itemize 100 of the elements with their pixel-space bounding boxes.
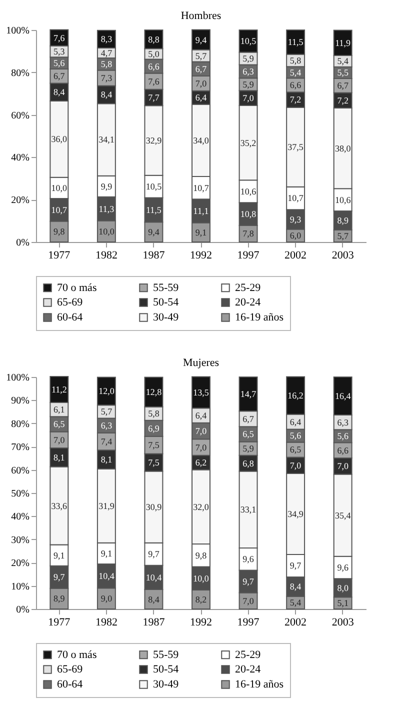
data-label: 37,5 bbox=[288, 142, 304, 152]
data-label: 8,2 bbox=[195, 594, 207, 604]
data-label: 5,6 bbox=[54, 58, 66, 68]
y-tick-label: 30% bbox=[11, 534, 30, 546]
x-tick-label: 1992 bbox=[190, 616, 212, 628]
data-label: 5,8 bbox=[100, 59, 113, 70]
data-label: 6,6 bbox=[148, 61, 160, 72]
data-label: 9,1 bbox=[54, 550, 65, 560]
data-label: 33,1 bbox=[240, 504, 256, 515]
y-tick-label: 80% bbox=[11, 68, 30, 79]
y-tick-label: 100% bbox=[6, 26, 30, 36]
x-tick-label: 1997 bbox=[237, 250, 260, 262]
data-label: 8,4 bbox=[100, 90, 113, 100]
data-label: 7,6 bbox=[54, 32, 66, 43]
y-tick-label: 50% bbox=[11, 488, 30, 500]
y-tick-label: 0% bbox=[16, 238, 30, 248]
data-label: 7,7 bbox=[148, 92, 160, 103]
y-tick-label: 80% bbox=[11, 418, 30, 430]
data-label: 4,7 bbox=[100, 48, 113, 58]
data-label: 5,3 bbox=[54, 46, 66, 57]
data-label: 38,0 bbox=[334, 143, 352, 154]
data-label: 7,0 bbox=[242, 596, 254, 606]
data-label: 6,8 bbox=[242, 458, 254, 468]
data-label: 6,3 bbox=[337, 417, 349, 428]
legend-label: 30-49 bbox=[153, 678, 180, 690]
data-label: 34,9 bbox=[288, 508, 304, 519]
y-tick-label: 90% bbox=[11, 396, 30, 407]
legend-label: 16-19 años bbox=[235, 312, 284, 324]
x-tick-label: 1977 bbox=[48, 616, 71, 628]
data-label: 35,4 bbox=[334, 510, 352, 520]
data-label: 7,3 bbox=[100, 73, 113, 84]
data-label: 6,9 bbox=[148, 423, 160, 434]
data-label: 13,5 bbox=[193, 387, 210, 398]
data-label: 33,6 bbox=[51, 500, 68, 511]
x-tick-label: 1992 bbox=[190, 250, 212, 262]
data-label: 5,5 bbox=[337, 68, 349, 78]
legend-label: 20-24 bbox=[235, 296, 262, 308]
data-label: 30,9 bbox=[146, 502, 162, 512]
data-label: 10,7 bbox=[193, 182, 210, 193]
legend-label: 50-54 bbox=[153, 664, 180, 676]
data-label: 9,6 bbox=[337, 562, 349, 572]
y-tick-label: 10% bbox=[11, 581, 30, 592]
data-label: 5,1 bbox=[337, 598, 348, 608]
x-tick-label: 2002 bbox=[284, 616, 307, 628]
data-label: 10,4 bbox=[98, 571, 115, 582]
x-tick-label: 1982 bbox=[95, 616, 118, 628]
x-tick-label: 1987 bbox=[142, 250, 166, 262]
y-tick-label: 0% bbox=[16, 604, 30, 616]
data-label: 12,0 bbox=[98, 386, 115, 396]
data-label: 9,4 bbox=[195, 34, 208, 45]
data-label: 9,8 bbox=[54, 226, 66, 237]
data-label: 10,5 bbox=[146, 182, 162, 192]
data-label: 8,0 bbox=[337, 582, 349, 593]
data-label: 8,4 bbox=[54, 87, 66, 98]
data-label: 5,0 bbox=[148, 48, 160, 59]
data-label: 9,7 bbox=[290, 560, 302, 571]
x-tick-label: 1982 bbox=[95, 250, 118, 262]
data-label: 8,4 bbox=[148, 594, 160, 604]
legend-label: 55-59 bbox=[153, 282, 180, 294]
data-label: 10,8 bbox=[240, 209, 257, 220]
data-label: 5,7 bbox=[100, 406, 113, 417]
data-label: 9,1 bbox=[100, 548, 112, 558]
data-label: 5,4 bbox=[337, 56, 349, 66]
legend-label: 25-29 bbox=[235, 648, 262, 661]
x-tick-label: 2002 bbox=[284, 250, 307, 262]
data-label: 6,7 bbox=[195, 64, 208, 74]
data-label: 7,8 bbox=[242, 228, 254, 239]
data-label: 7,0 bbox=[337, 461, 349, 472]
data-label: 10,6 bbox=[334, 194, 352, 205]
data-label: 5,9 bbox=[242, 54, 254, 64]
legend-label: 60-64 bbox=[57, 312, 84, 324]
data-label: 11,3 bbox=[98, 204, 115, 214]
data-label: 9,9 bbox=[100, 181, 113, 192]
data-label: 6,5 bbox=[290, 444, 302, 455]
legend-label: 30-49 bbox=[153, 312, 180, 324]
data-label: 6,1 bbox=[54, 404, 65, 415]
data-label: 7,0 bbox=[54, 434, 66, 445]
data-label: 5,4 bbox=[290, 67, 302, 78]
x-tick-label: 1997 bbox=[237, 616, 260, 628]
data-label: 10,0 bbox=[98, 226, 115, 236]
data-label: 8,1 bbox=[54, 452, 65, 462]
data-label: 6,5 bbox=[242, 429, 254, 440]
data-label: 6,4 bbox=[195, 92, 208, 103]
data-label: 7,5 bbox=[148, 440, 160, 450]
data-label: 9,7 bbox=[54, 572, 66, 582]
y-tick-label: 20% bbox=[11, 195, 30, 206]
y-tick-label: 100% bbox=[6, 372, 30, 384]
data-label: 8,9 bbox=[337, 215, 349, 226]
data-label: 7,0 bbox=[195, 426, 208, 436]
data-label: 5,6 bbox=[290, 430, 302, 441]
data-label: 8,9 bbox=[54, 594, 66, 604]
x-tick-label: 2003 bbox=[332, 616, 354, 628]
x-tick-label: 2003 bbox=[332, 250, 354, 262]
data-label: 34,0 bbox=[193, 135, 210, 146]
legend-label: 20-24 bbox=[235, 664, 262, 676]
data-label: 5,6 bbox=[337, 431, 349, 442]
y-tick-label: 20% bbox=[11, 558, 30, 570]
data-label: 7,0 bbox=[290, 460, 302, 470]
x-tick-label: 1977 bbox=[48, 250, 71, 262]
data-label: 32,0 bbox=[193, 502, 210, 512]
